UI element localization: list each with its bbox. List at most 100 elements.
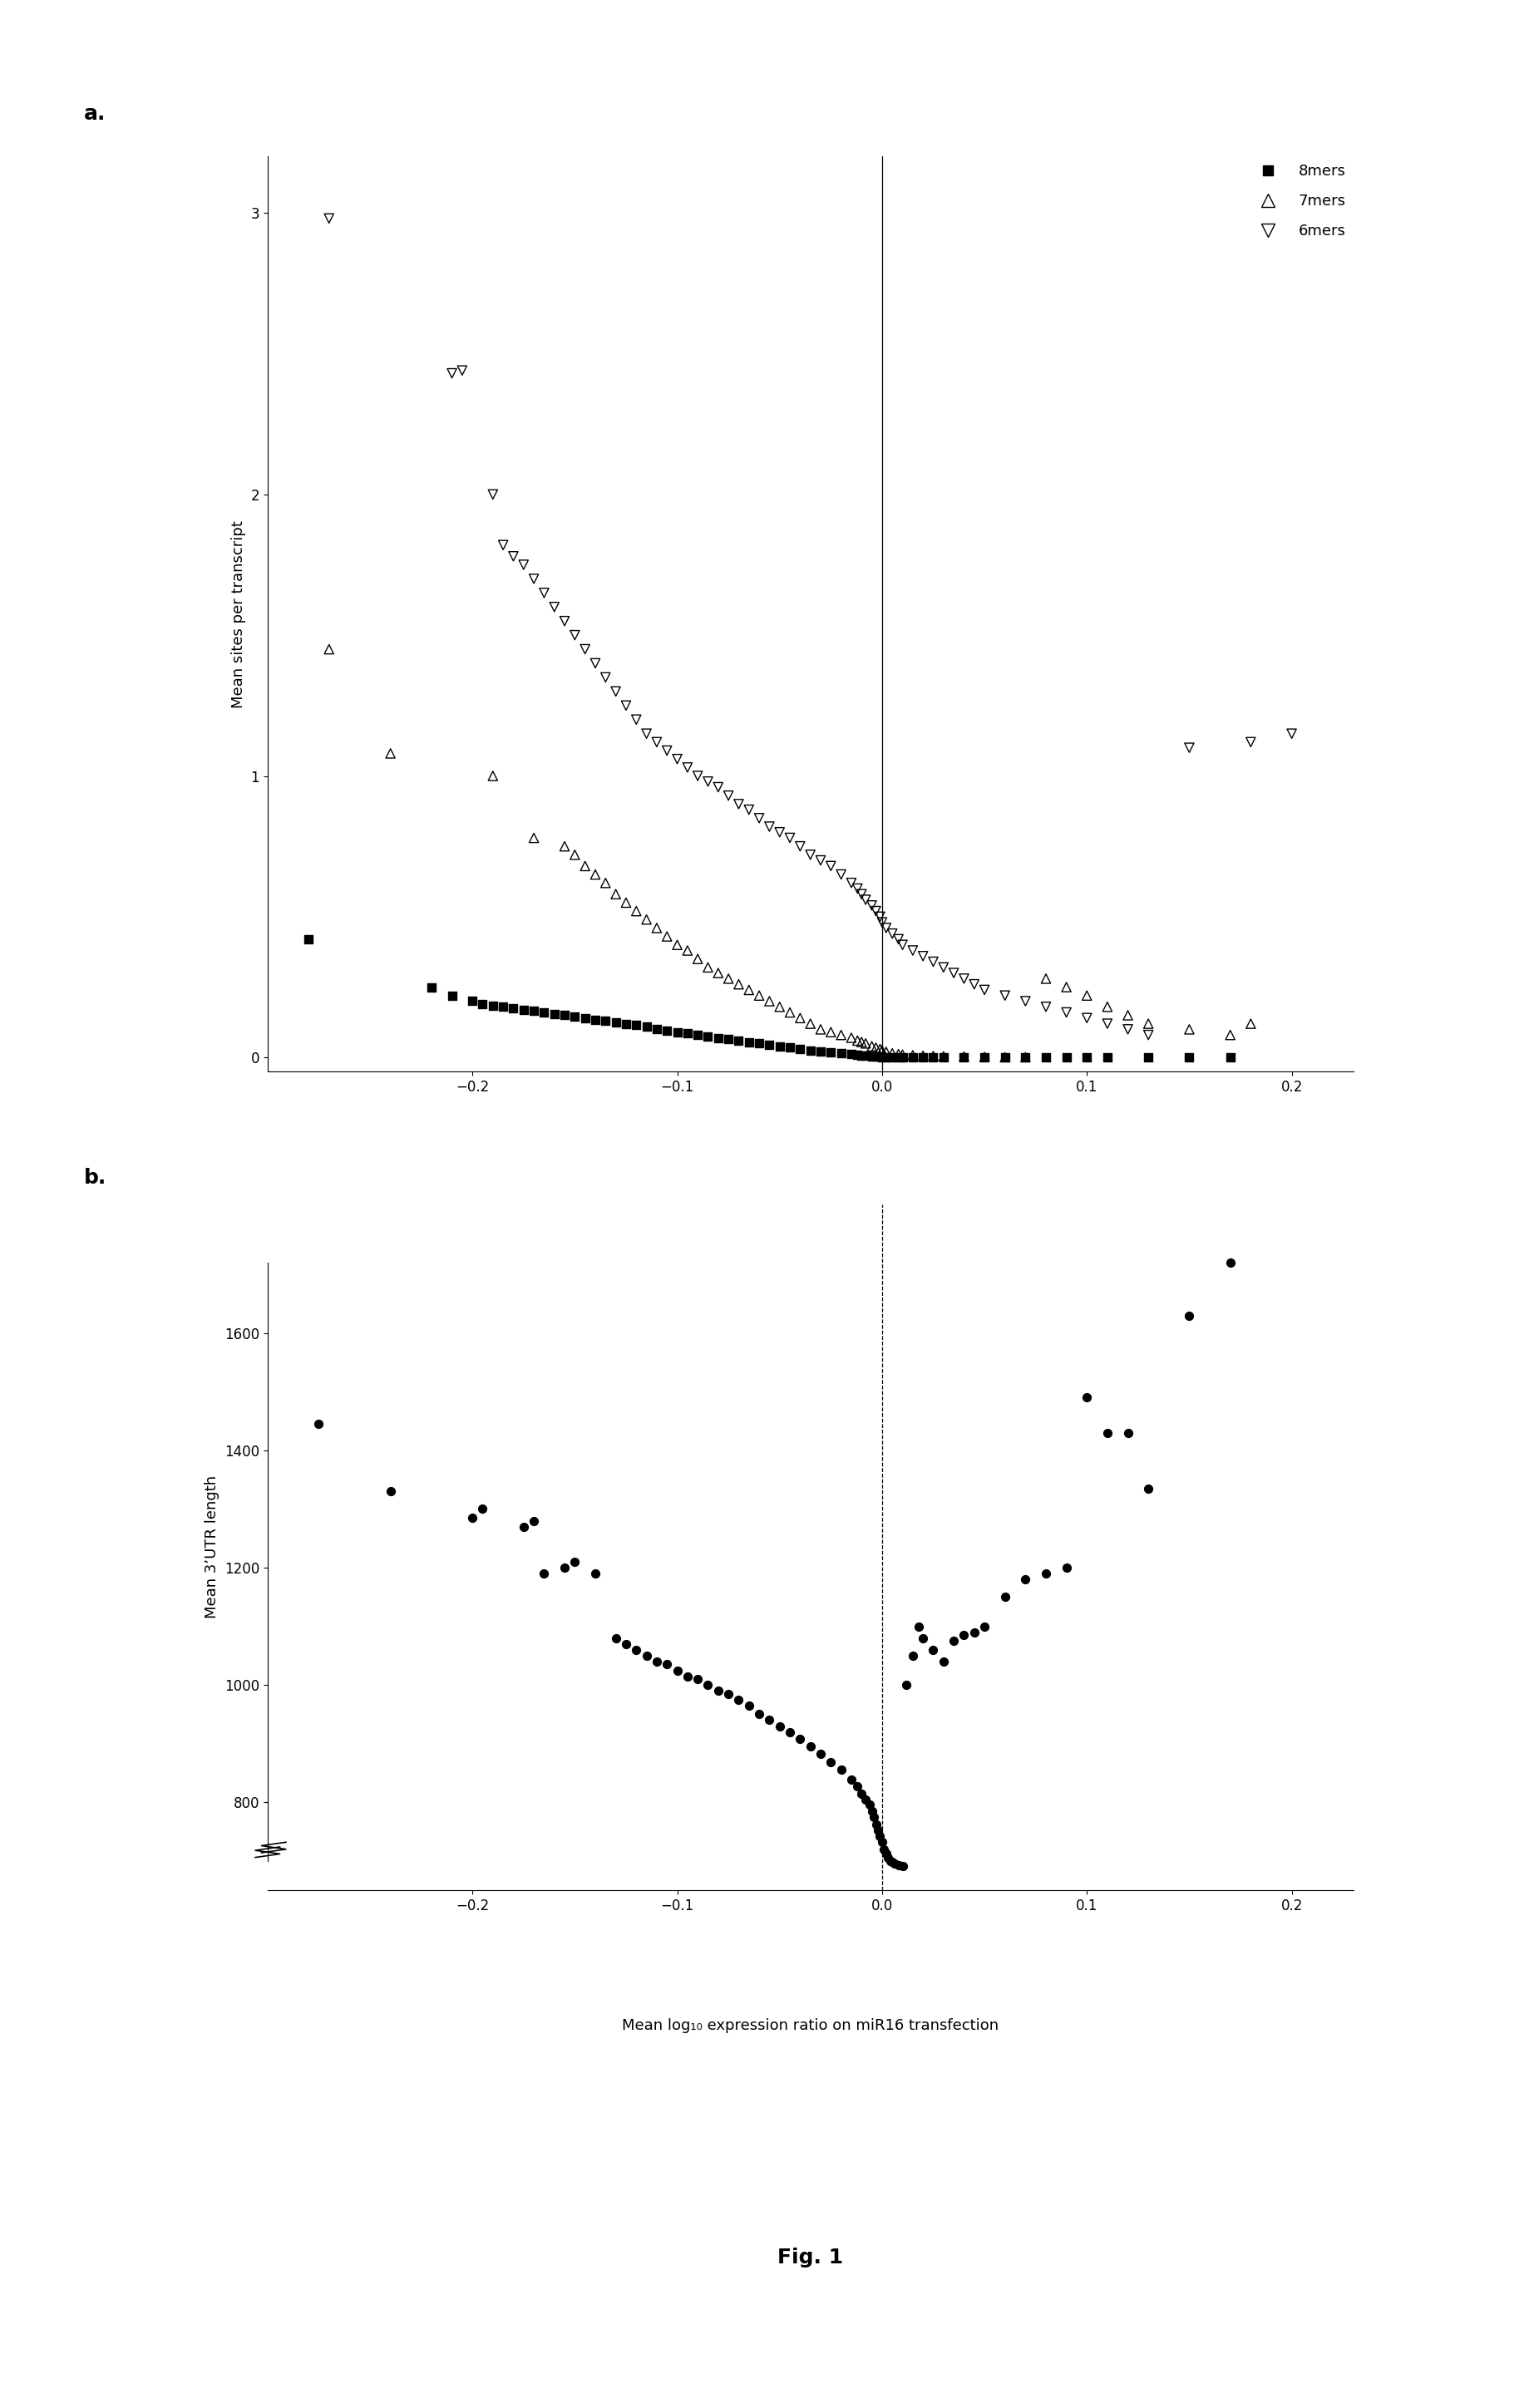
Point [881, 1842, 905, 1881]
Point [875, 908, 899, 946]
Point [942, 1621, 966, 1659]
Point [1280, 715, 1304, 754]
Point [853, 1035, 878, 1074]
Point [563, 616, 587, 655]
Point [864, 1028, 888, 1067]
Point [1136, 1469, 1161, 1507]
Point [716, 1674, 740, 1712]
Point [992, 1038, 1017, 1076]
Point [962, 1613, 986, 1652]
Point [748, 975, 772, 1014]
Point [676, 932, 700, 970]
Point [613, 1625, 638, 1664]
Point [665, 739, 690, 778]
Text: Fig. 1: Fig. 1 [777, 2247, 844, 2268]
Point [1177, 1038, 1202, 1076]
Point [1075, 975, 1099, 1014]
Point [685, 939, 709, 978]
Point [378, 734, 402, 773]
Point [706, 954, 731, 992]
Point [593, 1002, 618, 1040]
Point [864, 891, 888, 929]
Point [894, 1666, 919, 1705]
Point [583, 643, 607, 681]
Point [768, 1707, 792, 1746]
Point [593, 657, 618, 696]
Point [604, 1004, 628, 1043]
Point [624, 1630, 648, 1669]
Point [778, 992, 803, 1031]
Point [624, 891, 648, 929]
Point [604, 874, 628, 913]
Point [748, 1023, 772, 1062]
Point [931, 1038, 956, 1076]
Point [613, 686, 638, 725]
Point [696, 763, 720, 802]
Point [798, 836, 823, 874]
Point [890, 1035, 914, 1074]
Point [757, 1026, 781, 1064]
Point [1177, 1296, 1202, 1334]
Point [419, 968, 443, 1007]
Point [1116, 1413, 1141, 1452]
Point [1034, 1553, 1058, 1592]
Point [798, 1004, 823, 1043]
Point [624, 701, 648, 739]
Point [757, 1700, 781, 1739]
Point [870, 1038, 894, 1076]
Point [839, 864, 864, 903]
Point [972, 1606, 997, 1645]
Point [846, 1021, 870, 1060]
Point [1095, 987, 1119, 1026]
Point [951, 958, 976, 997]
Point [859, 886, 884, 925]
Point [613, 1004, 638, 1043]
Text: a.: a. [84, 104, 106, 123]
Point [911, 1618, 936, 1657]
Point [532, 1553, 557, 1592]
Text: b.: b. [84, 1168, 107, 1187]
Point [563, 836, 587, 874]
Point [868, 1031, 893, 1069]
Point [297, 920, 321, 958]
Point [757, 982, 781, 1021]
Point [1219, 1243, 1243, 1281]
Point [502, 537, 526, 576]
Point [471, 985, 495, 1023]
Point [882, 1845, 907, 1883]
Point [849, 874, 873, 913]
Point [654, 1645, 679, 1683]
Point [859, 1038, 884, 1076]
Point [890, 925, 914, 963]
Point [864, 1038, 888, 1076]
Point [809, 1009, 833, 1047]
Point [665, 1652, 690, 1690]
Point [1177, 1009, 1202, 1047]
Point [768, 814, 792, 852]
Point [846, 1035, 870, 1074]
Point [511, 990, 535, 1028]
Point [809, 840, 833, 879]
Point [878, 1842, 902, 1881]
Point [911, 1035, 936, 1074]
Point [962, 966, 986, 1004]
Point [1075, 999, 1099, 1038]
Point [635, 715, 659, 754]
Point [645, 722, 670, 761]
Point [911, 1038, 936, 1076]
Point [839, 1760, 864, 1799]
Point [1014, 1038, 1038, 1076]
Point [573, 999, 598, 1038]
Point [787, 1719, 812, 1758]
Point [654, 1011, 679, 1050]
Point [1238, 1004, 1263, 1043]
Point [440, 354, 465, 393]
Point [748, 1695, 772, 1734]
Point [635, 1637, 659, 1676]
Point [645, 1009, 670, 1047]
Point [1238, 722, 1263, 761]
Point [972, 1038, 997, 1076]
Point [737, 970, 761, 1009]
Point [521, 559, 546, 597]
Point [849, 1775, 873, 1813]
